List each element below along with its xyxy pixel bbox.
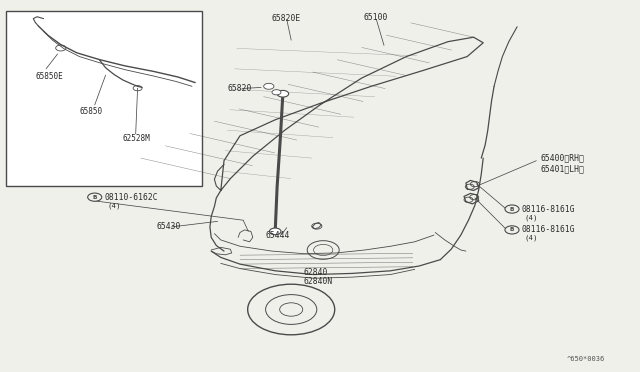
Text: 65820: 65820 — [227, 84, 252, 93]
Circle shape — [505, 226, 519, 234]
Text: 65444: 65444 — [266, 231, 290, 240]
Text: 65850: 65850 — [80, 107, 103, 116]
Text: (4): (4) — [525, 214, 538, 221]
Text: 65820E: 65820E — [272, 14, 301, 23]
Text: 65401〈LH〉: 65401〈LH〉 — [541, 165, 585, 174]
Text: 62528M: 62528M — [123, 134, 150, 143]
Text: (4): (4) — [525, 235, 538, 241]
Circle shape — [272, 90, 281, 95]
Text: 65100: 65100 — [364, 13, 388, 22]
Circle shape — [269, 228, 281, 235]
Text: 65430: 65430 — [157, 222, 181, 231]
Text: 65850E: 65850E — [35, 72, 63, 81]
Text: 08116-8161G: 08116-8161G — [522, 205, 575, 214]
Circle shape — [88, 193, 102, 201]
Text: B: B — [510, 206, 514, 212]
Text: B: B — [510, 227, 514, 232]
Circle shape — [505, 205, 519, 213]
Text: 65400〈RH〉: 65400〈RH〉 — [541, 154, 585, 163]
Text: 62840N: 62840N — [304, 278, 333, 286]
Text: 08116-8161G: 08116-8161G — [522, 225, 575, 234]
Text: B: B — [93, 195, 97, 200]
Text: 08110-6162C: 08110-6162C — [104, 193, 158, 202]
Text: (4): (4) — [108, 202, 121, 209]
Circle shape — [264, 83, 274, 89]
Text: ^650*0036: ^650*0036 — [566, 356, 605, 362]
Text: 62840: 62840 — [304, 268, 328, 277]
Circle shape — [277, 90, 289, 97]
Bar — [6, 11, 202, 186]
